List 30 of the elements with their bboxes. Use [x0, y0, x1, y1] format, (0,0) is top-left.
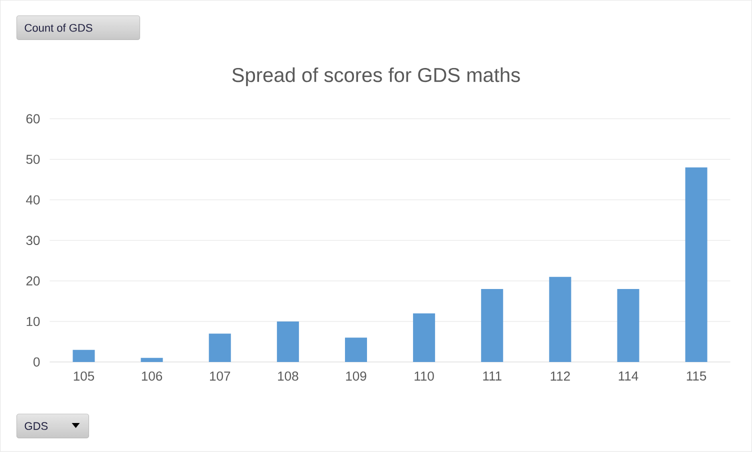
bar [413, 313, 436, 362]
x-tick-label: 106 [142, 372, 162, 381]
x-tick-label: 109 [346, 372, 366, 381]
chart-title: Spread of scores for GDS maths [232, 68, 520, 86]
bar [685, 168, 708, 362]
x-tick-label: 114 [618, 372, 638, 381]
x-tick-label: 112 [550, 372, 570, 381]
y-tick-label: 50 [26, 154, 40, 164]
x-tick-label: 110 [414, 372, 434, 381]
bar [617, 289, 640, 362]
bar [276, 322, 299, 362]
x-tick-label: 108 [278, 372, 298, 381]
bar [481, 289, 504, 362]
y-tick-label: 40 [26, 195, 40, 205]
bar [208, 334, 231, 362]
y-tick-label: 0 [33, 357, 40, 367]
y-tick-label: 20 [26, 276, 40, 286]
x-tick-label: 105 [74, 372, 94, 381]
x-tick-label: 111 [483, 372, 502, 381]
bar [549, 276, 572, 362]
bar [344, 338, 368, 362]
x-tick-label: 115 [686, 372, 706, 381]
bar [140, 358, 163, 362]
text: Count of GDS [24, 24, 92, 32]
y-tick-label: 30 [26, 236, 40, 246]
text: GDS [24, 422, 48, 430]
y-tick-label: 10 [26, 316, 40, 326]
y-tick-label: 60 [26, 114, 40, 124]
bar [72, 350, 95, 362]
x-tick-label: 107 [210, 372, 230, 381]
